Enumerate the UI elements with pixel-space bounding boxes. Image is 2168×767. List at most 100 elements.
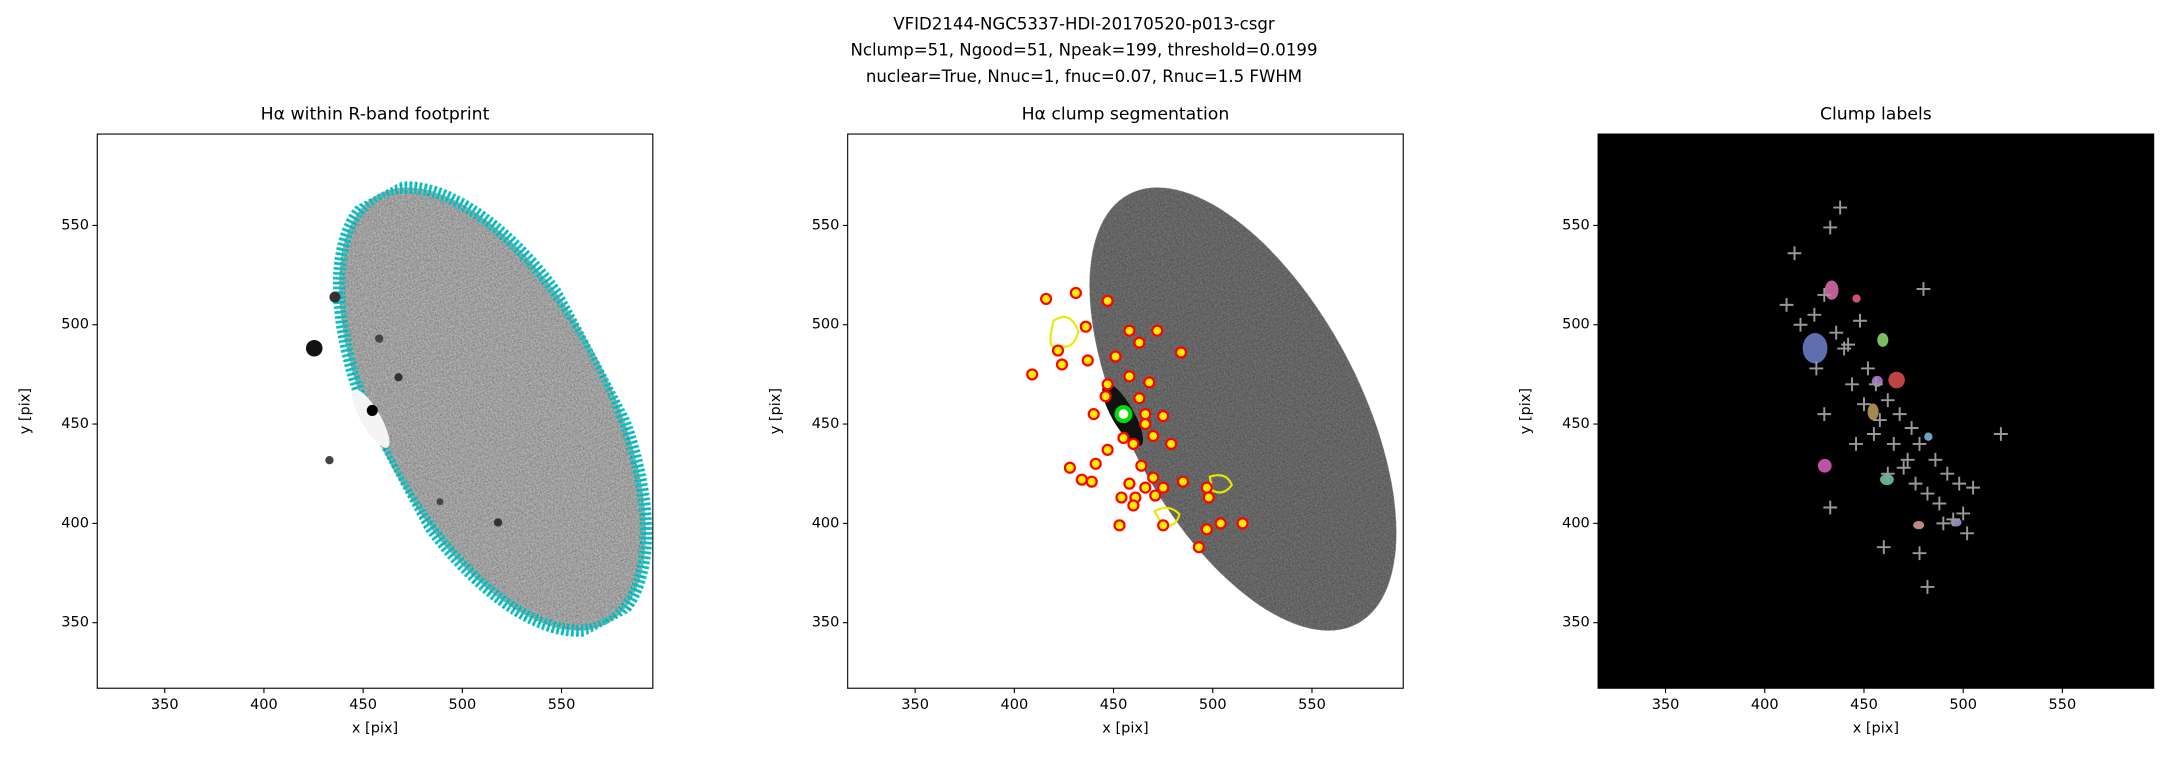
y-tick-label: 450: [1562, 416, 1590, 432]
clump-marker: [1200, 523, 1213, 536]
peak-marker: [1829, 325, 1844, 340]
markers: [1779, 200, 2008, 594]
peak-marker: [1940, 466, 1955, 481]
clump-marker: [1069, 286, 1082, 300]
peak-marker: [1880, 466, 1895, 481]
x-tick-label: 500: [1199, 697, 1227, 713]
y-axis-label: y [pix]: [768, 388, 784, 434]
clump-marker: [1151, 324, 1164, 337]
y-tick-label: 450: [61, 416, 89, 432]
peak-marker: [1837, 341, 1852, 356]
peak-marker: [1908, 476, 1923, 491]
clump-marker: [1051, 344, 1065, 357]
axes-frame: [1597, 133, 2155, 689]
y-tick-label: 350: [1562, 615, 1590, 631]
clump-marker: [1040, 292, 1053, 305]
clump-marker: [1123, 370, 1136, 383]
clump-marker: [1165, 437, 1178, 450]
peak-marker: [1833, 200, 1848, 215]
peak-marker: [1868, 377, 1883, 392]
x-tick-label: 550: [1298, 697, 1326, 713]
clump-marker: [1200, 481, 1213, 494]
clump-marker: [1101, 378, 1114, 391]
peak-marker: [1912, 437, 1927, 451]
clump-marker: [1101, 443, 1114, 456]
peak-marker: [1853, 313, 1867, 328]
clump-marker: [1139, 417, 1152, 431]
clump-marker: [1089, 457, 1102, 470]
markers: [1026, 286, 1249, 554]
clump-marker: [1236, 517, 1249, 530]
figure-title: nuclear=True, Nnuc=1, fnuc=0.07, Rnuc=1.…: [866, 67, 1302, 86]
peak-marker: [1845, 377, 1859, 392]
peak-marker: [1892, 407, 1907, 422]
clump-marker: [1133, 392, 1146, 405]
peak-marker: [1817, 288, 1832, 302]
clump-marker: [1127, 499, 1140, 512]
clump-marker: [1026, 368, 1039, 381]
x-tick-label: 400: [250, 697, 278, 713]
y-tick-label: 550: [61, 217, 89, 233]
clump-marker: [1157, 410, 1170, 423]
clump-marker: [1109, 350, 1122, 363]
y-tick-label: 550: [1562, 217, 1590, 233]
peak-marker: [1793, 317, 1808, 332]
clump-marker: [1147, 429, 1160, 443]
x-axis-label: x [pix]: [1102, 720, 1148, 736]
x-tick-label: 550: [548, 697, 576, 713]
y-tick-label: 550: [812, 217, 840, 233]
peak-marker: [1817, 407, 1832, 422]
x-tick-label: 450: [1100, 697, 1128, 713]
y-tick-label: 450: [812, 416, 840, 432]
peak-marker: [1904, 421, 1919, 435]
y-tick-label: 500: [61, 317, 89, 333]
clump-marker: [1133, 336, 1146, 349]
peak-marker: [1952, 476, 1967, 491]
peak-marker: [1857, 397, 1871, 412]
peak-marker: [1900, 452, 1915, 467]
clump-marker: [1176, 475, 1190, 488]
peak-marker: [1966, 480, 1981, 495]
figure-title: Nclump=51, Ngood=51, Npeak=199, threshol…: [850, 41, 1317, 60]
peak-marker: [1946, 512, 1961, 527]
x-tick-label: 450: [1850, 697, 1878, 713]
y-axis-label: y [pix]: [17, 388, 33, 434]
x-axis-label: x [pix]: [352, 720, 398, 736]
x-tick-label: 400: [1001, 697, 1029, 713]
peak-marker: [1956, 506, 1971, 521]
x-tick-label: 500: [1949, 697, 1977, 713]
y-tick-label: 350: [61, 615, 89, 631]
peak-marker: [1807, 307, 1822, 322]
figure-title: VFID2144-NGC5337-HDI-20170520-p013-csgr: [893, 14, 1275, 33]
peak-marker: [1993, 427, 2008, 441]
peak-marker: [1872, 413, 1887, 427]
clump-marker: [1101, 294, 1114, 307]
clump-marker: [1087, 408, 1100, 421]
x-tick-label: 350: [151, 697, 179, 713]
peak-marker: [1809, 361, 1824, 376]
y-tick-label: 400: [61, 515, 89, 531]
clump-marker: [1117, 431, 1130, 445]
y-tick-label: 500: [1562, 317, 1590, 333]
peak-marker: [1880, 393, 1895, 408]
peak-marker: [1920, 580, 1935, 594]
x-tick-label: 500: [449, 697, 477, 713]
x-tick-label: 450: [349, 697, 377, 713]
clump-marker: [1127, 437, 1140, 450]
galaxy-image: [305, 181, 653, 637]
peak-marker: [1779, 297, 1794, 312]
clump-marker: [1139, 408, 1152, 421]
peak-marker: [1866, 427, 1881, 441]
clump-marker: [1147, 471, 1160, 484]
x-tick-label: 550: [2049, 697, 2077, 713]
clump-marker: [1081, 354, 1094, 367]
clump-marker: [1214, 517, 1227, 530]
y-tick-label: 500: [812, 317, 840, 333]
clump-marker: [1079, 320, 1092, 333]
x-tick-label: 350: [1652, 697, 1680, 713]
clump-marker: [1115, 491, 1128, 504]
clump-marker: [1063, 461, 1076, 474]
clump-marker: [1139, 481, 1152, 494]
clump-marker: [1143, 376, 1156, 389]
clump-marker: [1123, 477, 1136, 490]
